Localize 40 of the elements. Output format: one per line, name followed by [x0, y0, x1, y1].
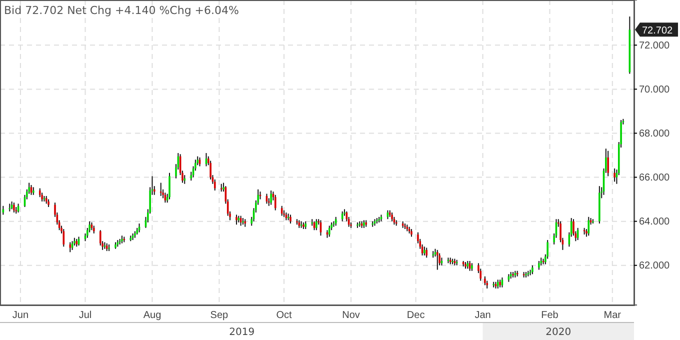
candlestick	[99, 230, 102, 246]
candlestick	[588, 216, 590, 236]
y-tick-label: 72.000	[639, 40, 670, 52]
x-tick-label: Oct	[276, 310, 292, 322]
y-tick-label: 64.000	[639, 216, 670, 228]
candlestick	[614, 168, 616, 182]
x-tick-label: Mar	[604, 310, 622, 322]
candlestick	[210, 160, 212, 180]
candlestick	[328, 225, 330, 238]
x-tick-label: Jul	[78, 310, 92, 322]
x-tick-label: Jun	[12, 310, 29, 322]
candlestick	[607, 150, 609, 177]
text: 2020	[546, 327, 572, 338]
candlestick	[274, 194, 276, 211]
candlestick	[426, 247, 428, 258]
candlestick	[160, 182, 162, 196]
candlestick	[438, 252, 440, 266]
candlestick	[270, 190, 272, 206]
candlestick	[316, 218, 318, 231]
x-tick-label: Jan	[474, 310, 491, 322]
candlestick	[214, 178, 216, 191]
y-tick-label: 62.000	[639, 260, 670, 272]
y-tick-label: 66.000	[639, 172, 670, 184]
candlestick	[13, 202, 15, 214]
x-tick-label: Aug	[143, 310, 162, 322]
candlestick	[69, 242, 72, 253]
chart-title: Bid 72.702 Net Chg +4.140 %Chg +6.04%	[4, 4, 239, 17]
candlestick	[236, 214, 238, 226]
text: 72.702	[642, 26, 674, 37]
x-tick-label: Dec	[406, 310, 425, 322]
text: 2019	[229, 327, 255, 338]
x-tick-label: Sep	[210, 310, 229, 322]
x-tick-label: Feb	[541, 310, 559, 322]
y-tick-label: 70.000	[639, 84, 670, 96]
candlestick	[168, 172, 170, 200]
y-tick-label: 68.000	[639, 128, 670, 140]
candlestick	[8, 203, 11, 212]
candlestick	[436, 249, 438, 270]
x-tick-label: Nov	[342, 310, 360, 322]
candlestick	[280, 205, 283, 216]
